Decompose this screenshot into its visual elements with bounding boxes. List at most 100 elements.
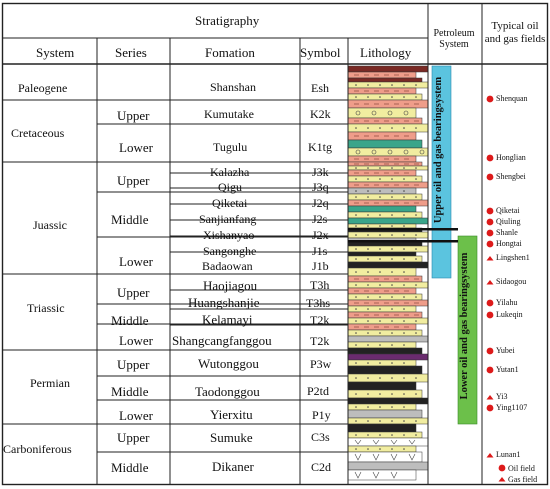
lithology-dot	[367, 214, 369, 216]
series-triassic-middle: Middle	[111, 313, 149, 328]
lithology-dot	[403, 377, 405, 379]
lithology-dot	[367, 178, 369, 180]
lithology-dot	[355, 393, 357, 395]
lithology-dot	[355, 178, 357, 180]
oil-field-marker	[486, 229, 494, 237]
lithology-dot	[403, 167, 405, 169]
lithology-dot	[367, 393, 369, 395]
field-sidaogou: Sidaogou	[496, 277, 527, 286]
lithology-volcanic	[354, 453, 362, 461]
lithology-band	[347, 175, 423, 183]
field-lukeqin: Lukeqin	[496, 310, 523, 319]
lithology-gravel	[371, 149, 377, 155]
lithology-dot	[415, 284, 417, 286]
field-yutan1: Yutan1	[496, 365, 519, 374]
lithology-dot	[403, 214, 405, 216]
series-cretaceous-lower: Lower	[119, 140, 153, 155]
formation-sumuke: Sumuke	[210, 430, 253, 445]
oil-field-marker	[486, 311, 494, 319]
lithology-dot	[379, 448, 381, 450]
lithology-gravel	[403, 110, 409, 116]
oil-field-marker	[486, 404, 494, 412]
lithology-band	[347, 353, 429, 361]
lithology-dot	[391, 377, 393, 379]
lithology-dot	[415, 296, 417, 298]
lithology-dot	[379, 258, 381, 260]
lithology-dot	[391, 258, 393, 260]
series-jurassic-upper: Upper	[117, 173, 150, 188]
gas-field-marker	[486, 280, 494, 285]
field-yilahu: Yilahu	[496, 298, 518, 307]
lithology-band	[347, 389, 423, 399]
lithology-dot	[415, 234, 417, 236]
lithology-dot	[403, 178, 405, 180]
lithology-dot	[403, 296, 405, 298]
symbol-k1tg: K1tg	[308, 140, 332, 154]
oil-field-marker	[486, 366, 494, 374]
lithology-volcanic	[390, 471, 398, 479]
lithology-band	[347, 211, 423, 219]
gas-field-marker	[486, 453, 494, 458]
oil-field-marker	[486, 173, 494, 181]
system-cretaceous: Cretaceous	[11, 126, 65, 140]
gas-field-marker	[486, 256, 494, 261]
gas-field-marker	[486, 395, 494, 400]
series-permian-upper: Upper	[117, 357, 150, 372]
lithology-dot	[403, 284, 405, 286]
lithology-dot	[355, 344, 357, 346]
lithology-volcanic	[354, 471, 362, 479]
lithology-band	[347, 77, 423, 83]
lithology-band	[347, 461, 429, 471]
lithology-dot	[403, 190, 405, 192]
lithology-dot	[391, 271, 393, 273]
upper-petroleum-system-label: Upper oil and gas bearingsystem	[433, 76, 444, 224]
lithology-volcanic	[372, 471, 380, 479]
lithology-dot	[379, 248, 381, 250]
lithology-band	[347, 403, 417, 411]
lithology-band	[347, 193, 423, 201]
field-yubei: Yubei	[496, 346, 515, 355]
lithology-dot	[367, 344, 369, 346]
series-permian-middle: Middle	[111, 384, 149, 399]
lithology-dot	[367, 377, 369, 379]
lithology-dot	[367, 284, 369, 286]
lithology-dot	[391, 178, 393, 180]
lithology-dot	[367, 196, 369, 198]
lithology-dot	[403, 271, 405, 273]
lithology-dot	[367, 420, 369, 422]
lithology-dot	[355, 308, 357, 310]
symbol-j2q: J2q	[312, 196, 329, 210]
lithology-band	[347, 381, 417, 391]
lower-petroleum-system-label: Lower oil and gas bearingsystem	[459, 252, 470, 400]
lithology-dot	[415, 393, 417, 395]
lithology-band	[347, 261, 429, 269]
lithology-dot	[415, 434, 417, 436]
lithology-dot	[367, 332, 369, 334]
lithology-dot	[355, 248, 357, 250]
field-lingshen1: Lingshen1	[496, 253, 530, 262]
lithology-band	[347, 423, 417, 433]
lithology-band	[347, 451, 423, 463]
lithology-dot	[415, 248, 417, 250]
field-qiuling: Qiuling	[496, 217, 521, 226]
unconformity-line	[348, 228, 458, 231]
legend-oil-field-label: Oil field	[508, 464, 535, 473]
lithology-dot	[355, 234, 357, 236]
lithology-gravel	[355, 149, 361, 155]
symbol-t3hs: T3hs	[306, 296, 330, 310]
lithology-dot	[391, 96, 393, 98]
lithology-dot	[415, 167, 417, 169]
lithology-gravel	[403, 149, 409, 155]
lithology-dot	[415, 320, 417, 322]
field-shanle: Shanle	[496, 228, 518, 237]
lithology-dot	[379, 296, 381, 298]
symbol-j1s: J1s	[312, 244, 328, 258]
lithology-dot	[355, 296, 357, 298]
series-jurassic-middle: Middle	[111, 212, 149, 227]
lithology-dot	[391, 127, 393, 129]
lithology-dot	[355, 434, 357, 436]
field-hongtai: Hongtai	[496, 239, 522, 248]
lithology-dot	[403, 393, 405, 395]
lithology-dot	[379, 308, 381, 310]
